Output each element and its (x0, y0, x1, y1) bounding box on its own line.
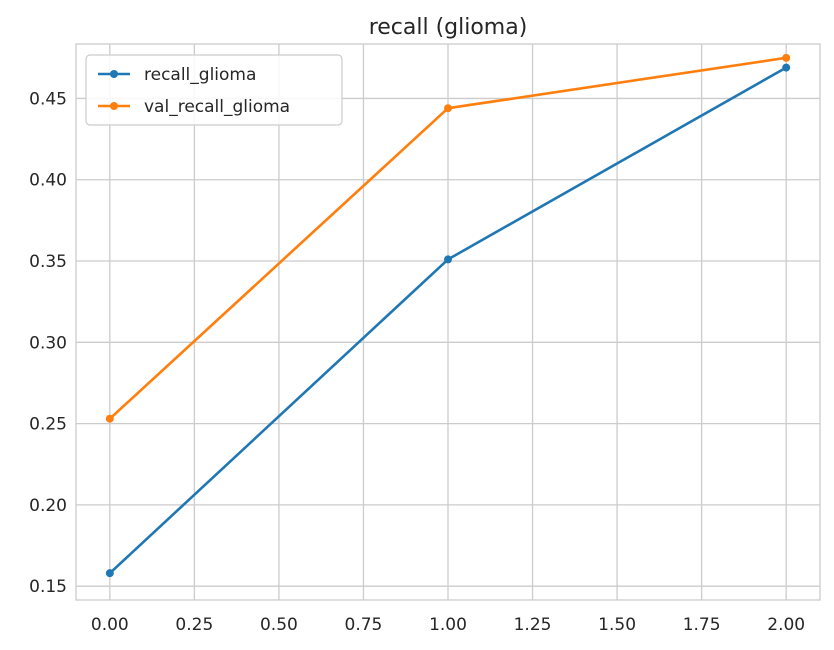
y-tick-label: 0.20 (29, 496, 67, 516)
tick-labels: 0.00 0.25 0.50 0.75 1.00 1.25 1.50 1.75 2.00 0.15… (29, 89, 805, 635)
x-tick-label: 0.00 (91, 615, 129, 635)
legend-label-recall_glioma: recall_glioma (144, 65, 256, 85)
y-tick-label: 0.40 (29, 171, 67, 191)
data-point-recall_glioma (105, 569, 114, 578)
data-point-val_recall_glioma (105, 414, 114, 423)
data-point-recall_glioma (782, 63, 791, 72)
legend-box (85, 54, 343, 126)
series-layer (105, 53, 791, 578)
x-tick-label: 1.75 (683, 615, 721, 635)
data-point-val_recall_glioma (782, 53, 791, 62)
data-point-val_recall_glioma (444, 104, 452, 113)
legend: recall_glioma val_recall_glioma (85, 54, 343, 126)
legend-marker-val_recall_glioma (110, 102, 118, 110)
y-tick-label: 0.25 (29, 415, 67, 435)
y-tick-label: 0.30 (29, 333, 67, 353)
x-tick-label: 2.00 (767, 615, 805, 635)
x-tick-label: 0.75 (345, 615, 383, 635)
chart-title: recall (glioma) (369, 15, 528, 40)
x-tick-label: 0.25 (175, 615, 213, 635)
x-tick-label: 1.25 (514, 615, 552, 635)
grid (76, 44, 820, 600)
y-tick-label: 0.15 (29, 577, 67, 597)
x-tick-label: 1.00 (429, 615, 467, 635)
x-tick-label: 1.50 (598, 615, 636, 635)
plot-frame (75, 43, 821, 601)
y-tick-label: 0.45 (29, 89, 67, 109)
data-point-recall_glioma (444, 255, 452, 264)
legend-label-val_recall_glioma: val_recall_glioma (144, 97, 290, 117)
x-tick-label: 0.50 (260, 615, 298, 635)
legend-marker-recall_glioma (110, 70, 118, 78)
y-tick-label: 0.35 (29, 252, 67, 272)
